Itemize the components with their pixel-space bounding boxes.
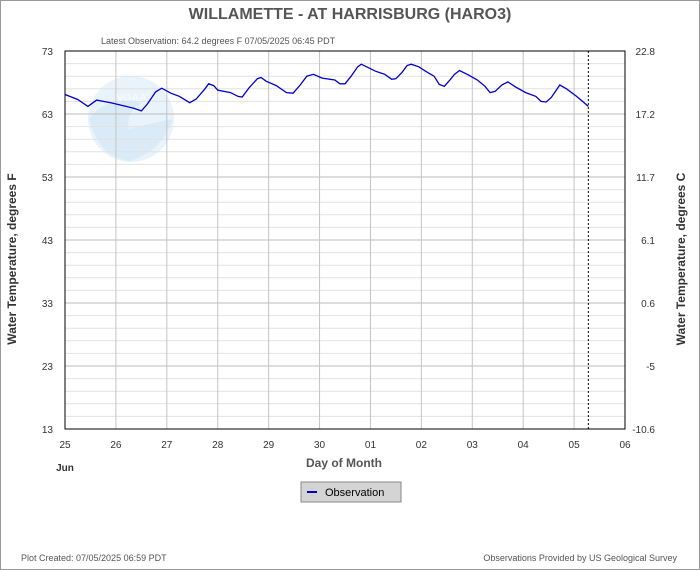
x-tick-label: 06 xyxy=(619,440,631,451)
month-label: Jun xyxy=(56,463,74,474)
noaa-logo-text: NOAA xyxy=(115,92,147,104)
y-tick-label-right: -10.6 xyxy=(632,425,655,436)
y-tick-label-right: 0.6 xyxy=(641,299,655,310)
y-tick-label-right: -5 xyxy=(646,362,655,373)
plot-border xyxy=(64,50,626,430)
x-axis-label: Day of Month xyxy=(306,456,382,470)
data-provider: Observations Provided by US Geological S… xyxy=(483,553,677,563)
y-tick-label-left: 73 xyxy=(42,47,54,58)
plot-created: Plot Created: 07/05/2025 06:59 PDT xyxy=(21,553,167,563)
y-tick-label-left: 53 xyxy=(42,173,54,184)
x-tick-label: 30 xyxy=(314,440,326,451)
x-tick-label: 25 xyxy=(59,440,71,451)
y-axis-label-right: Water Temperature, degrees C xyxy=(674,172,688,345)
x-tick-label: 26 xyxy=(110,440,122,451)
y-axis-left: 73 63 53 43 33 23 13 xyxy=(42,47,54,436)
x-tick-label: 05 xyxy=(569,440,581,451)
y-tick-label-left: 63 xyxy=(42,110,54,121)
x-tick-label: 01 xyxy=(365,440,377,451)
y-tick-label-left: 43 xyxy=(42,236,54,247)
legend-label: Observation xyxy=(325,487,384,499)
x-tick-label: 04 xyxy=(518,440,530,451)
chart-title: WILLAMETTE - AT HARRISBURG (HARO3) xyxy=(189,6,512,23)
x-tick-label: 27 xyxy=(161,440,173,451)
y-tick-label-right: 11.7 xyxy=(636,173,655,184)
y-tick-label-right: 22.8 xyxy=(636,47,656,58)
latest-observation: Latest Observation: 64.2 degrees F 07/05… xyxy=(101,36,336,46)
y-tick-label-left: 13 xyxy=(42,425,54,436)
grid xyxy=(65,51,625,429)
x-tick-label: 29 xyxy=(263,440,275,451)
x-tick-label: 03 xyxy=(467,440,479,451)
y-axis-label-left: Water Temperature, degrees F xyxy=(5,173,19,344)
observation-series-line xyxy=(64,63,589,112)
y-tick-label-right: 17.2 xyxy=(636,110,656,121)
legend: Observation xyxy=(300,481,402,503)
y-tick-label-left: 33 xyxy=(42,299,54,310)
legend-box xyxy=(300,481,402,503)
x-tick-label: 28 xyxy=(212,440,224,451)
x-tick-label: 02 xyxy=(416,440,428,451)
x-axis: 25 26 27 28 29 30 01 02 03 04 05 06 xyxy=(59,440,631,451)
y-tick-label-left: 23 xyxy=(42,362,54,373)
y-axis-right: 22.8 17.2 11.7 6.1 0.6 -5 -10.6 xyxy=(632,47,655,436)
y-tick-label-right: 6.1 xyxy=(641,236,655,247)
